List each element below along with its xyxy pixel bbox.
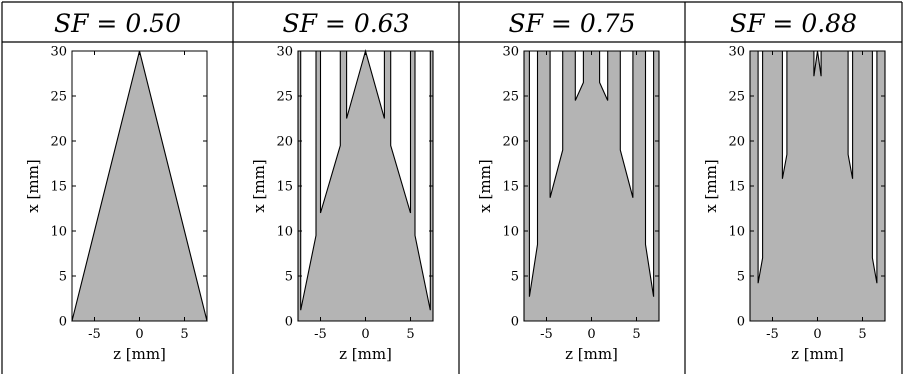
y-tick-label: 20 bbox=[276, 135, 293, 150]
y-tick-label: 10 bbox=[502, 225, 519, 240]
y-axis-label: x [mm] bbox=[702, 159, 720, 212]
profile-area bbox=[523, 50, 660, 322]
y-axis-label: x [mm] bbox=[250, 159, 268, 212]
x-tick-label: -5 bbox=[540, 327, 553, 342]
x-tick-label: -5 bbox=[314, 327, 327, 342]
table-header-cell: SF = 0.50 bbox=[54, 9, 181, 38]
y-axis-label: x [mm] bbox=[476, 159, 494, 212]
y-tick-label: 0 bbox=[59, 315, 67, 330]
table-header-cell: SF = 0.63 bbox=[283, 9, 410, 38]
y-tick-label: 25 bbox=[276, 90, 293, 105]
x-tick-label: 0 bbox=[361, 327, 369, 342]
y-tick-label: 5 bbox=[737, 270, 745, 285]
y-tick-label: 5 bbox=[59, 270, 67, 285]
y-tick-label: 10 bbox=[728, 225, 745, 240]
y-tick-label: 25 bbox=[502, 90, 519, 105]
plot-panel: 0 5 10 15 20 25 30 -5 0 5 z [mm] x [mm] bbox=[24, 45, 208, 363]
y-tick-label: 0 bbox=[737, 315, 745, 330]
x-axis-label: z [mm] bbox=[791, 345, 844, 363]
x-tick-label: 0 bbox=[813, 327, 821, 342]
x-axis-label: z [mm] bbox=[565, 345, 618, 363]
x-axis-label: z [mm] bbox=[113, 345, 166, 363]
y-tick-label: 0 bbox=[285, 315, 293, 330]
y-tick-label: 15 bbox=[50, 180, 67, 195]
y-tick-label: 10 bbox=[50, 225, 67, 240]
plot-panel: 0 5 10 15 20 25 30 -5 0 5 z [mm] x [mm] bbox=[702, 45, 886, 363]
x-tick-label: 5 bbox=[632, 327, 640, 342]
table-header-cell: SF = 0.88 bbox=[730, 9, 857, 38]
table-header-cell: SF = 0.75 bbox=[509, 9, 636, 38]
x-tick-label: -5 bbox=[88, 327, 101, 342]
y-tick-label: 5 bbox=[285, 270, 293, 285]
x-tick-label: -5 bbox=[766, 327, 779, 342]
y-tick-label: 15 bbox=[276, 180, 293, 195]
x-axis-label: z [mm] bbox=[339, 345, 392, 363]
y-tick-label: 25 bbox=[50, 90, 67, 105]
y-tick-label: 5 bbox=[511, 270, 519, 285]
y-tick-label: 30 bbox=[502, 45, 519, 60]
y-tick-label: 20 bbox=[728, 135, 745, 150]
x-tick-label: 5 bbox=[406, 327, 414, 342]
x-tick-label: 5 bbox=[180, 327, 188, 342]
x-tick-label: 0 bbox=[135, 327, 143, 342]
y-tick-label: 20 bbox=[502, 135, 519, 150]
y-tick-label: 30 bbox=[276, 45, 293, 60]
plot-panel: 0 5 10 15 20 25 30 -5 0 5 z [mm] x [mm] bbox=[250, 45, 434, 363]
y-tick-label: 30 bbox=[50, 45, 67, 60]
plot-panel: 0 5 10 15 20 25 30 -5 0 5 z [mm] x [mm] bbox=[476, 45, 660, 363]
y-tick-label: 15 bbox=[728, 180, 745, 195]
y-axis-label: x [mm] bbox=[24, 159, 42, 212]
x-tick-label: 5 bbox=[858, 327, 866, 342]
y-tick-label: 0 bbox=[511, 315, 519, 330]
y-tick-label: 10 bbox=[276, 225, 293, 240]
y-tick-label: 20 bbox=[50, 135, 67, 150]
profile-area bbox=[297, 48, 434, 322]
y-tick-label: 30 bbox=[728, 45, 745, 60]
y-tick-label: 15 bbox=[502, 180, 519, 195]
y-tick-label: 25 bbox=[728, 90, 745, 105]
profile-area bbox=[71, 50, 208, 322]
profile-area bbox=[749, 50, 886, 322]
x-tick-label: 0 bbox=[587, 327, 595, 342]
